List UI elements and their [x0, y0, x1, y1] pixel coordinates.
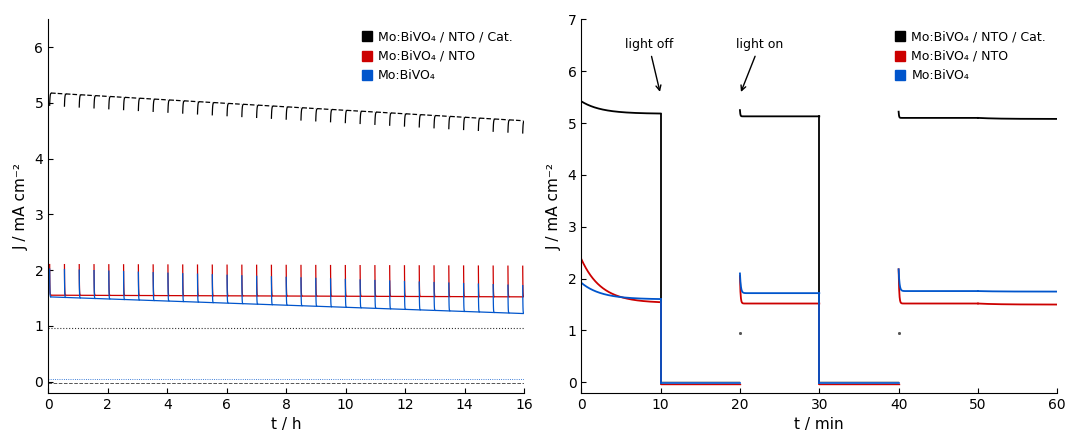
X-axis label: t / h: t / h — [271, 417, 301, 432]
Y-axis label: J / mA cm⁻²: J / mA cm⁻² — [546, 162, 562, 250]
Text: light on: light on — [737, 38, 783, 91]
Y-axis label: J / mA cm⁻²: J / mA cm⁻² — [14, 162, 29, 250]
Legend: Mo:BiVO₄ / NTO / Cat., Mo:BiVO₄ / NTO, Mo:BiVO₄: Mo:BiVO₄ / NTO / Cat., Mo:BiVO₄ / NTO, M… — [357, 25, 518, 87]
Legend: Mo:BiVO₄ / NTO / Cat., Mo:BiVO₄ / NTO, Mo:BiVO₄: Mo:BiVO₄ / NTO / Cat., Mo:BiVO₄ / NTO, M… — [890, 25, 1051, 87]
X-axis label: t / min: t / min — [795, 417, 845, 432]
Text: light off: light off — [624, 38, 673, 91]
